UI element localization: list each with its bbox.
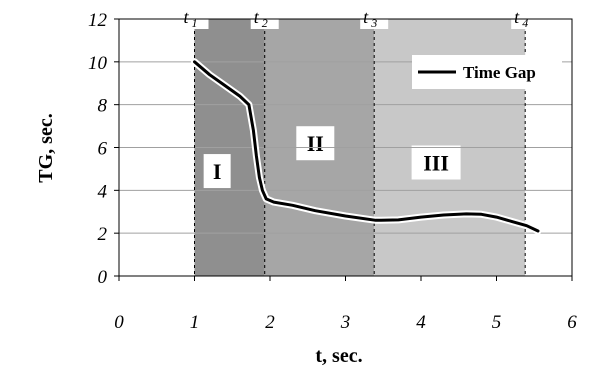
series-line-1 xyxy=(193,60,540,233)
time-marker-label-box-4 xyxy=(511,7,540,29)
y-tick-label-0: 0 xyxy=(98,267,108,288)
time-marker-label-box-2 xyxy=(250,7,279,29)
time-marker-label-box-3 xyxy=(360,7,389,29)
x-tick-label-0: 0 xyxy=(114,312,124,333)
x-tick-label-3: 3 xyxy=(340,312,351,333)
x-tick-label-1: 1 xyxy=(190,312,200,333)
series-layer xyxy=(191,58,542,235)
x-axis-label: t, sec. xyxy=(315,345,362,367)
y-tick-label-6: 6 xyxy=(98,139,108,160)
region-1-label-box xyxy=(203,154,231,189)
region-3-label: III xyxy=(423,150,449,175)
y-axis-label: TG, sec. xyxy=(35,113,57,182)
x-tick-label-6: 6 xyxy=(567,312,577,333)
y-tick-label-8: 8 xyxy=(98,96,108,117)
y-tick-label-12: 12 xyxy=(88,10,108,31)
legend: Time Gap xyxy=(412,55,562,89)
region-2-label: II xyxy=(307,131,324,156)
legend-label: Time Gap xyxy=(463,63,536,82)
x-tick-label-5: 5 xyxy=(492,312,502,333)
region-2-label-box xyxy=(296,126,335,161)
x-tick-label-2: 2 xyxy=(265,312,275,333)
x-tick-label-4: 4 xyxy=(416,312,426,333)
y-tick-label-4: 4 xyxy=(98,181,108,202)
y-tick-label-10: 10 xyxy=(88,53,108,74)
y-tick-label-2: 2 xyxy=(98,224,108,245)
region-3-label-box xyxy=(411,145,461,180)
time-marker-label-box-1 xyxy=(180,7,209,29)
region-1-label: I xyxy=(213,159,222,184)
